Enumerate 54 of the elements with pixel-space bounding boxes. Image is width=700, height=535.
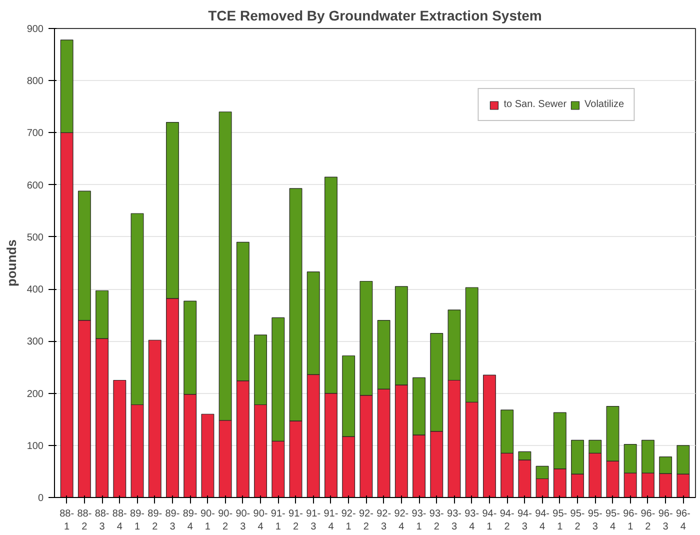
y-tick-label: 500 <box>26 232 44 244</box>
y-tick-label: 0 <box>38 493 44 504</box>
x-tick-label: 89- 1 <box>130 508 144 533</box>
x-tick-label: 95- 3 <box>588 508 602 533</box>
x-tick-label: 91- 1 <box>270 508 286 533</box>
y-axis-title: pounds <box>4 240 19 286</box>
x-tick-label: 90- 1 <box>200 508 215 533</box>
x-tick-label: 94- 1 <box>482 508 497 533</box>
x-tick-label: 95- 1 <box>552 508 568 533</box>
x-tick-label: 93- 1 <box>412 508 426 533</box>
y-tick-label: 600 <box>26 180 44 192</box>
x-tick-label: 89- 3 <box>165 508 180 533</box>
x-tick-label: 93- 4 <box>464 508 480 533</box>
x-tick-label: 95- 4 <box>606 508 620 533</box>
x-tick-label: 92- 1 <box>341 508 356 533</box>
y-tick-label: 900 <box>26 24 44 35</box>
bar <box>113 380 126 498</box>
x-tick-label: 94- 4 <box>535 508 550 533</box>
bar <box>148 340 162 498</box>
x-tick-label: 88- 3 <box>94 508 110 533</box>
x-tick-label: 92- 2 <box>358 508 374 533</box>
x-tick-label: 92- 3 <box>376 508 392 533</box>
x-tick-label: 91- 3 <box>306 508 321 533</box>
x-tick-label: 96- 2 <box>640 508 656 533</box>
x-tick-label: 89- 2 <box>148 508 162 533</box>
legend-label: Volatilize <box>584 99 624 110</box>
y-tick-label: 800 <box>26 76 44 88</box>
x-tick-label: 96- 4 <box>676 508 690 533</box>
x-tick-label: 95- 2 <box>570 508 585 533</box>
y-tick-label: 700 <box>26 128 44 140</box>
x-tick-label: 93- 3 <box>447 508 462 533</box>
x-tick-label: 88- 1 <box>60 508 74 533</box>
y-tick-label: 300 <box>26 336 44 348</box>
x-tick-label: 91- 4 <box>324 508 338 533</box>
x-tick-label: 96- 3 <box>658 508 673 533</box>
x-tick-label: 94- 3 <box>517 508 532 533</box>
x-tick-label: 93- 2 <box>429 508 444 533</box>
x-tick-label: 90- 3 <box>236 508 250 533</box>
x-tick-label: 92- 4 <box>394 508 409 533</box>
legend-label: to San. Sewer <box>504 99 567 110</box>
y-tick-label: 400 <box>26 284 44 296</box>
y-tick-label: 100 <box>26 440 44 452</box>
x-tick-label: 94- 2 <box>500 508 514 533</box>
x-tick-label: 88- 2 <box>77 508 92 533</box>
x-tick-label: 89- 4 <box>182 508 198 533</box>
chart-title: TCE Removed By Groundwater Extraction System <box>208 8 542 24</box>
x-tick-label: 91- 2 <box>288 508 303 533</box>
y-tick-label: 200 <box>26 388 44 400</box>
bar <box>201 414 214 498</box>
x-tick-label: 96- 1 <box>623 508 638 533</box>
x-tick-label: 88- 4 <box>112 508 127 533</box>
bar <box>483 374 496 498</box>
x-tick-label: 90- 2 <box>218 508 233 533</box>
x-tick-label: 90- 4 <box>253 508 268 533</box>
